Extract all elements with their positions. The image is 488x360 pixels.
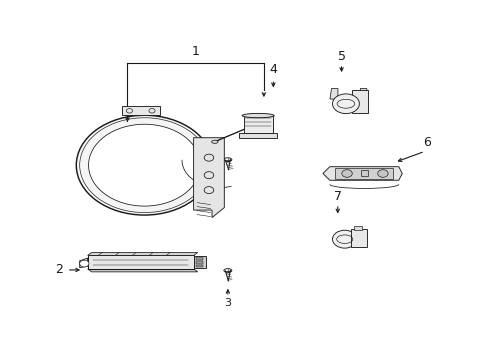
Bar bbox=[350, 229, 366, 247]
Circle shape bbox=[332, 230, 356, 248]
Circle shape bbox=[88, 124, 200, 206]
Bar bbox=[360, 171, 367, 176]
Text: 1: 1 bbox=[191, 45, 199, 58]
Ellipse shape bbox=[224, 158, 231, 162]
Circle shape bbox=[341, 170, 351, 177]
Bar bbox=[243, 116, 272, 133]
Bar bbox=[196, 257, 203, 260]
Bar bbox=[122, 106, 159, 115]
Polygon shape bbox=[87, 269, 197, 272]
Text: 2: 2 bbox=[55, 264, 63, 276]
Bar bbox=[352, 90, 367, 113]
Text: 5: 5 bbox=[337, 50, 345, 63]
Polygon shape bbox=[80, 258, 87, 267]
Text: 6: 6 bbox=[422, 135, 430, 149]
Polygon shape bbox=[87, 252, 197, 255]
Text: 3: 3 bbox=[209, 179, 216, 189]
Circle shape bbox=[80, 260, 89, 267]
Polygon shape bbox=[193, 138, 224, 217]
Ellipse shape bbox=[224, 269, 231, 273]
Bar bbox=[196, 261, 203, 264]
Text: 7: 7 bbox=[333, 190, 341, 203]
Circle shape bbox=[332, 94, 359, 114]
Polygon shape bbox=[329, 89, 337, 99]
Text: 3: 3 bbox=[224, 298, 231, 308]
Bar bbox=[353, 226, 362, 230]
Polygon shape bbox=[322, 167, 402, 180]
Text: 4: 4 bbox=[269, 63, 277, 76]
Bar bbox=[87, 255, 193, 269]
Ellipse shape bbox=[242, 113, 274, 118]
Circle shape bbox=[76, 115, 212, 215]
Ellipse shape bbox=[211, 140, 218, 143]
Bar bbox=[335, 168, 392, 179]
Bar bbox=[196, 265, 203, 267]
Circle shape bbox=[377, 170, 387, 177]
Bar bbox=[193, 256, 205, 268]
Polygon shape bbox=[360, 89, 367, 99]
Bar bbox=[239, 133, 277, 138]
